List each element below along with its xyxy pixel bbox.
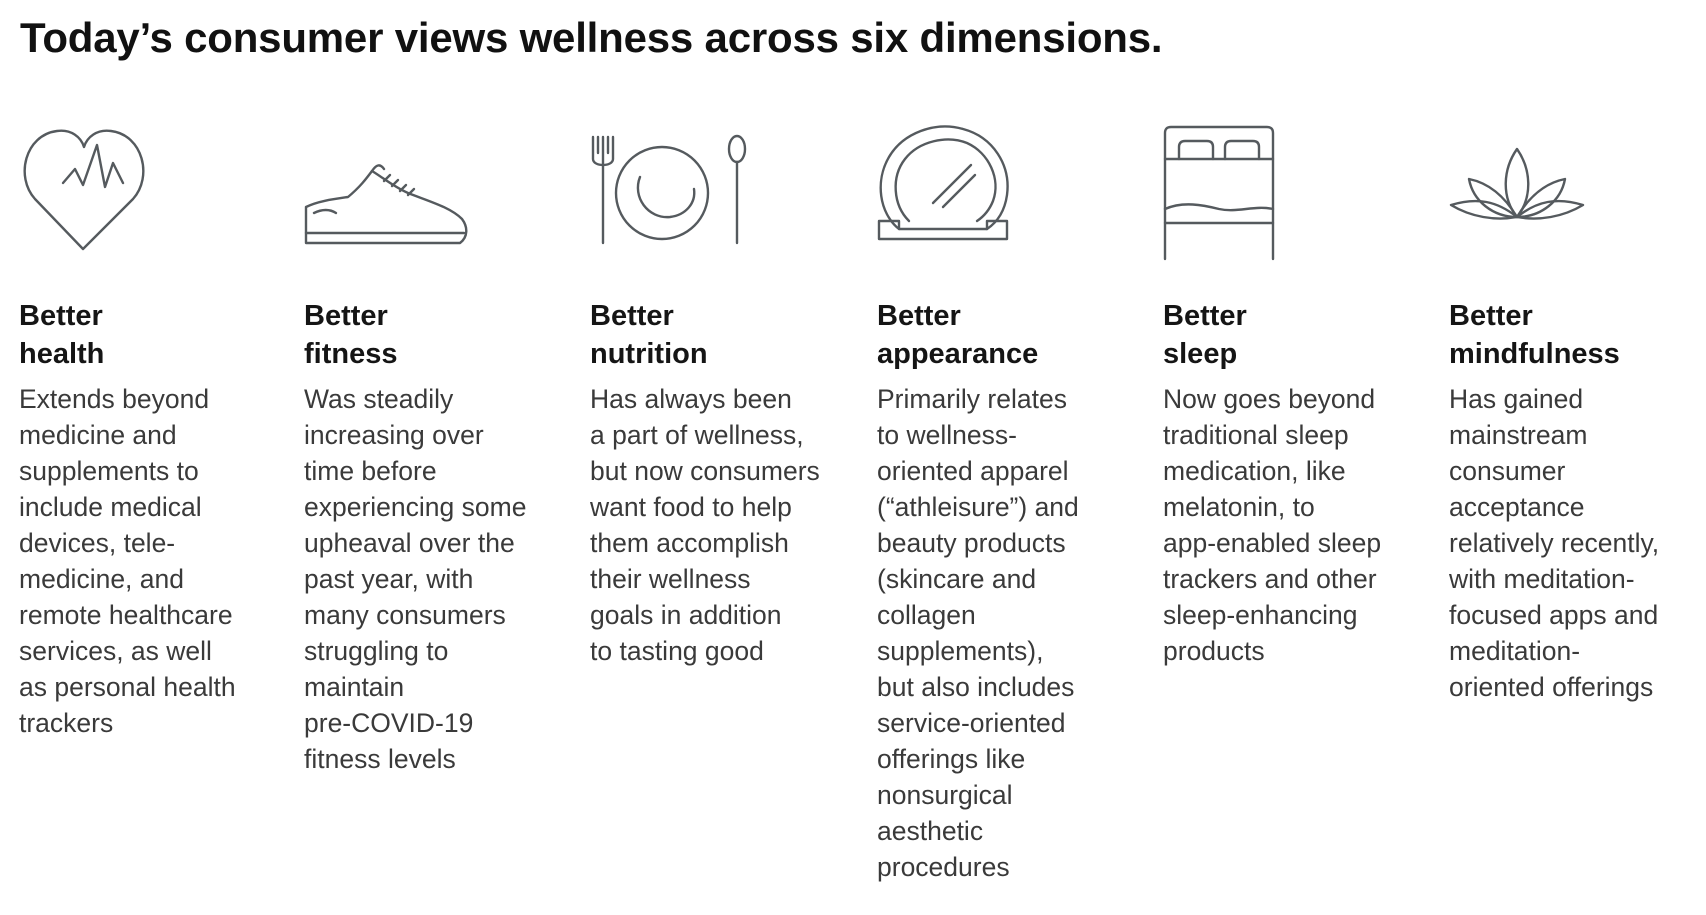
dimension-heading: Better appearance xyxy=(877,300,1039,370)
lotus-icon xyxy=(1449,125,1619,265)
dimension-description: Extends beyond medicine and supplements … xyxy=(19,384,236,738)
dimension-heading: Better sleep xyxy=(1163,300,1247,370)
dimension-sleep: Better sleep Now goes beyond traditional… xyxy=(1163,0,1433,915)
dimension-description: Has gained mainstream consumer acceptanc… xyxy=(1449,384,1660,702)
dimension-description: Now goes beyond traditional sleep medica… xyxy=(1163,384,1382,666)
dimension-description: Was steadily increasing over time before… xyxy=(304,384,527,774)
dimension-heading: Better fitness xyxy=(304,300,398,370)
heart-rate-icon xyxy=(19,125,189,265)
mirror-icon xyxy=(877,125,1047,265)
dimension-description: Primarily relates to wellness- oriented … xyxy=(877,384,1079,882)
page-title: Today’s consumer views wellness across s… xyxy=(20,14,1163,61)
dimension-appearance: Better appearance Primarily relates to w… xyxy=(877,0,1147,915)
dimension-fitness: Better fitness Was steadily increasing o… xyxy=(304,0,574,915)
dimension-heading: Better mindfulness xyxy=(1449,300,1620,370)
dimension-heading: Better nutrition xyxy=(590,300,708,370)
dimension-heading: Better health xyxy=(19,300,105,370)
sneaker-icon xyxy=(304,125,474,265)
dimension-mindfulness: Better mindfulness Has gained mainstream… xyxy=(1449,0,1706,915)
bed-icon xyxy=(1163,125,1333,265)
dimension-health: Better health Extends beyond medicine an… xyxy=(19,0,289,915)
dimension-description: Has always been a part of wellness, but … xyxy=(590,384,820,666)
dimension-nutrition: Better nutrition Has always been a part … xyxy=(590,0,860,915)
plate-utensils-icon xyxy=(590,125,760,265)
